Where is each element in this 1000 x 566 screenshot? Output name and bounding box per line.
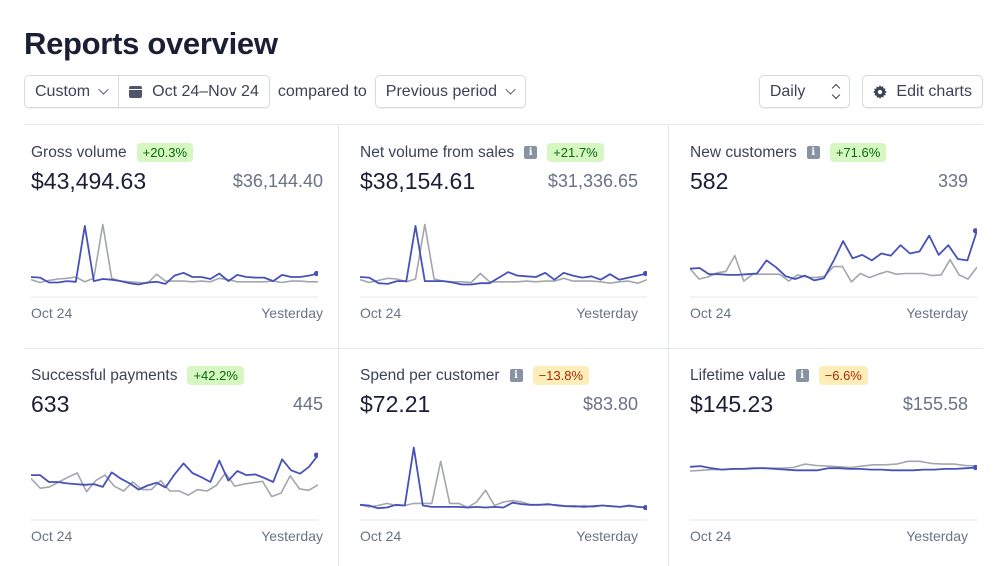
last-point-marker xyxy=(642,504,647,511)
last-point-marker xyxy=(313,452,318,458)
x-axis-start-label: Oct 24 xyxy=(360,305,402,321)
info-icon[interactable]: i xyxy=(524,146,538,159)
date-range-picker[interactable]: Oct 24–Nov 24 xyxy=(118,76,269,107)
previous-value: 339 xyxy=(937,171,968,191)
previous-value: $31,336.65 xyxy=(547,171,638,191)
info-icon[interactable]: i xyxy=(795,369,809,382)
x-axis-end-label: Yesterday xyxy=(261,305,323,321)
report-card[interactable]: Gross volume +20.3% $43,494.63 $36,144.4… xyxy=(24,125,344,348)
grid-divider xyxy=(668,125,669,566)
report-card[interactable]: Net volume from sales i +21.7% $38,154.6… xyxy=(339,125,659,348)
report-card[interactable]: Lifetime value i −6.6% $145.23 $155.58 O… xyxy=(669,348,989,566)
metric-label: Gross volume xyxy=(31,143,127,161)
metric-label: Successful payments xyxy=(31,366,178,384)
sparkline-chart xyxy=(360,446,647,521)
series-line-previous xyxy=(31,223,318,284)
sparkline-chart xyxy=(360,223,647,298)
x-axis-start-label: Oct 24 xyxy=(360,528,402,544)
metric-label: Lifetime value xyxy=(690,366,786,384)
previous-value: 445 xyxy=(292,394,323,414)
metric-value: $38,154.61 xyxy=(360,168,476,194)
filter-toolbar: Custom Oct 24–Nov 24 compared to Previou… xyxy=(24,75,526,108)
change-badge: +20.3% xyxy=(136,143,194,162)
sort-updown-icon xyxy=(832,83,841,100)
last-point-marker xyxy=(642,270,647,277)
series-line-current xyxy=(31,224,318,286)
last-point-marker xyxy=(313,270,318,277)
series-line-previous xyxy=(360,223,647,284)
change-badge: +71.6% xyxy=(829,143,887,162)
sparkline-chart xyxy=(690,460,977,521)
report-card[interactable]: New customers i +71.6% 582 339 Oct 24 Ye… xyxy=(669,125,989,348)
card-header: Successful payments +42.2% xyxy=(31,366,244,385)
date-range-control: Custom Oct 24–Nov 24 xyxy=(24,75,270,108)
previous-value: $155.58 xyxy=(902,394,968,414)
metric-value: $72.21 xyxy=(360,391,431,417)
series-line-previous xyxy=(360,460,647,509)
x-axis-start-label: Oct 24 xyxy=(31,305,73,321)
previous-value: $83.80 xyxy=(582,394,638,414)
series-line-current xyxy=(360,446,647,510)
right-toolbar: Daily Edit charts xyxy=(758,75,983,108)
page-title: Reports overview xyxy=(24,26,278,61)
interval-select[interactable]: Daily xyxy=(758,75,851,108)
range-preset-dropdown[interactable]: Custom xyxy=(25,76,118,107)
x-axis-end-label: Yesterday xyxy=(576,305,638,321)
change-badge: +21.7% xyxy=(547,143,604,162)
chevron-down-icon xyxy=(98,84,109,95)
series-line-current xyxy=(690,465,977,472)
change-badge: −13.8% xyxy=(532,366,590,385)
report-cards-grid: Gross volume +20.3% $43,494.63 $36,144.4… xyxy=(24,124,983,566)
comparison-dropdown[interactable]: Previous period xyxy=(374,75,526,108)
previous-value: $36,144.40 xyxy=(232,171,323,191)
report-card[interactable]: Spend per customer i −13.8% $72.21 $83.8… xyxy=(339,348,659,566)
card-header: Net volume from sales i +21.7% xyxy=(360,143,604,162)
sparkline-chart xyxy=(690,228,977,298)
comparison-label: Previous period xyxy=(385,82,497,100)
calendar-icon xyxy=(129,85,143,98)
card-header: Spend per customer i −13.8% xyxy=(360,366,590,385)
interval-label: Daily xyxy=(769,82,806,100)
change-badge: −6.6% xyxy=(818,366,868,385)
sparkline-chart xyxy=(31,223,318,298)
x-axis-end-label: Yesterday xyxy=(906,528,968,544)
gear-icon xyxy=(873,84,888,99)
series-line-current xyxy=(690,230,977,282)
info-icon[interactable]: i xyxy=(509,369,523,382)
card-header: New customers i +71.6% xyxy=(690,143,887,162)
series-line-previous xyxy=(690,254,977,283)
range-preset-label: Custom xyxy=(35,82,91,100)
metric-value: $43,494.63 xyxy=(31,168,147,194)
report-card[interactable]: Successful payments +42.2% 633 445 Oct 2… xyxy=(24,348,344,566)
card-header: Lifetime value i −6.6% xyxy=(690,366,868,385)
date-range-label: Oct 24–Nov 24 xyxy=(152,82,259,100)
metric-value: 582 xyxy=(690,168,729,194)
metric-value: 633 xyxy=(31,391,70,417)
card-header: Gross volume +20.3% xyxy=(31,143,194,162)
x-axis-end-label: Yesterday xyxy=(906,305,968,321)
series-line-current xyxy=(360,224,647,286)
metric-label: Spend per customer xyxy=(360,366,500,384)
edit-charts-button[interactable]: Edit charts xyxy=(862,75,983,108)
series-line-previous xyxy=(31,472,318,498)
x-axis-start-label: Oct 24 xyxy=(31,528,73,544)
last-point-marker xyxy=(972,228,977,234)
chevron-down-icon xyxy=(505,84,516,95)
x-axis-end-label: Yesterday xyxy=(576,528,638,544)
x-axis-start-label: Oct 24 xyxy=(690,305,732,321)
sparkline-chart xyxy=(31,452,318,521)
series-line-current xyxy=(31,454,318,491)
edit-charts-label: Edit charts xyxy=(896,82,972,100)
compared-to-label: compared to xyxy=(277,82,367,100)
x-axis-start-label: Oct 24 xyxy=(690,528,732,544)
info-icon[interactable]: i xyxy=(806,146,820,159)
change-badge: +42.2% xyxy=(187,366,244,385)
x-axis-end-label: Yesterday xyxy=(261,528,323,544)
grid-divider xyxy=(24,348,983,349)
metric-value: $145.23 xyxy=(690,391,774,417)
last-point-marker xyxy=(972,464,977,471)
grid-divider xyxy=(338,125,339,566)
metric-label: Net volume from sales xyxy=(360,143,515,161)
metric-label: New customers xyxy=(690,143,797,161)
